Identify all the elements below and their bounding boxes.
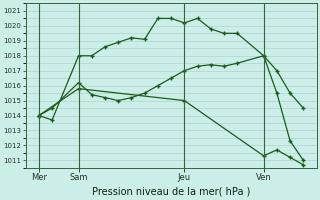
X-axis label: Pression niveau de la mer( hPa ): Pression niveau de la mer( hPa ) (92, 187, 250, 197)
